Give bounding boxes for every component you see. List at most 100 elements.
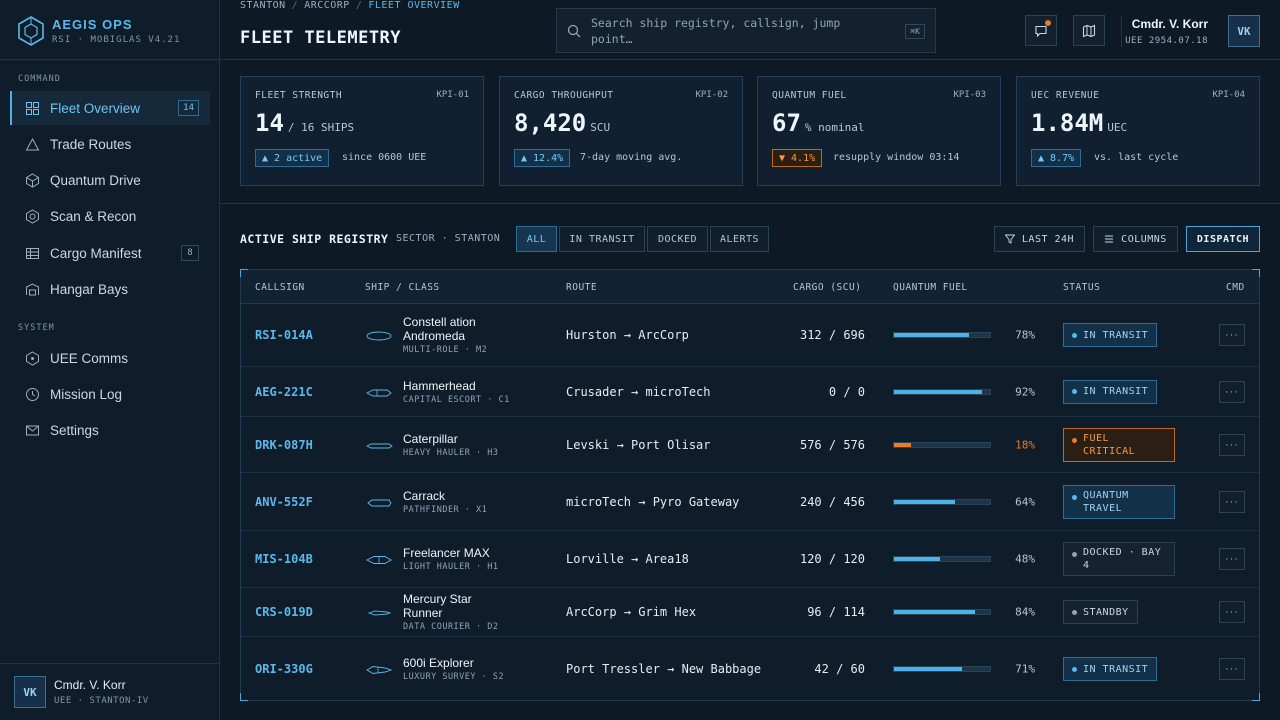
sidebar-item-trade-routes[interactable]: Trade Routes [10,127,210,161]
row-menu-button[interactable]: ··· [1219,433,1245,456]
callsign[interactable]: RSI-014A [255,328,313,342]
callsign[interactable]: ORI-330G [255,662,313,676]
sidebar-item-label: Hangar Bays [50,281,129,297]
column-header-fuel[interactable]: QUANTUM FUEL [893,282,968,293]
column-header-route[interactable]: ROUTE [566,282,598,293]
kpi-id: KPI-01 [436,90,469,100]
sidebar-item-cargo-manifest[interactable]: Cargo Manifest 8 [10,236,210,270]
row-menu-button[interactable]: ··· [1219,380,1245,403]
status-label: STANDBY [1083,606,1129,618]
kpi-label: FLEET STRENGTH [255,90,343,101]
tab-docked[interactable]: DOCKED [647,226,708,252]
kpi-card-uec-revenue[interactable]: UEC REVENUE KPI-04 1.84M UEC ▲ 8.7% vs. l… [1016,76,1260,186]
status-dot [1072,609,1077,615]
dispatch-button[interactable]: DISPATCH [1186,226,1260,252]
notification-dot [1045,20,1051,26]
kpi-delta: ▼ 4.1% [772,149,823,167]
ship-class: CAPITAL ESCORT · C1 [403,394,510,405]
sidebar-item-mission-log[interactable]: Mission Log [10,377,210,411]
status-dot [1072,389,1077,394]
column-header-ship[interactable]: SHIP / CLASS [365,282,440,293]
table-row[interactable]: ANV-552F Carrack PATHFINDER · X1 microTech … [241,473,1259,531]
kpi-card-fleet-strength[interactable]: FLEET STRENGTH KPI-01 14/ 16 SHIPS ▲ 2 a… [240,76,484,186]
ship-silhouette-icon [365,553,393,565]
route: Hurston → ArcCorp [566,328,689,342]
shortcut-hint: ⌘K [905,24,925,39]
search-placeholder: Search ship registry, callsign, jump poi… [591,15,841,46]
fuel-bar [893,609,991,615]
column-header-callsign[interactable]: CALLSIGN [255,282,305,293]
sidebar-user-card[interactable]: VK Cmdr. V. Korr UEE · STANTON-IV [0,663,219,720]
status-dot [1072,666,1077,672]
ship-info: Carrack PATHFINDER · X1 [403,489,513,515]
corner-bracket [1252,693,1260,701]
breadcrumb: STANTON / ARCCORP / FLEET OVERVIEW [240,0,460,11]
callsign[interactable]: ANV-552F [255,494,313,509]
avatar[interactable]: VK [1228,15,1260,47]
table-row[interactable]: AEG-221C Hammerhead CAPITAL ESCORT · C1 Cru… [241,367,1259,417]
row-menu-button[interactable]: ··· [1219,548,1245,570]
ship-info: Mercury Star Runner DATA COURIER · D2 [403,592,513,632]
fuel-percent: 64% [1015,495,1035,508]
ship-silhouette-icon [365,386,393,398]
callsign[interactable]: AEG-221C [255,384,313,399]
table-row[interactable]: MIS-104B Freelancer MAX LIGHT HAULER · H1 L… [241,531,1259,588]
sidebar-item-settings[interactable]: Settings [10,413,210,447]
kpi-unit: UEC [1107,121,1128,134]
sidebar-item-fleet-overview[interactable]: Fleet Overview 14 [10,91,210,125]
fuel-percent: 78% [1015,328,1035,342]
row-menu-button[interactable]: ··· [1219,601,1245,623]
columns-label: COLUMNS [1121,233,1167,245]
fuel-percent: 92% [1015,385,1035,398]
sidebar-item-scan-recon[interactable]: Scan & Recon [10,199,210,233]
callsign[interactable]: MIS-104B [255,552,313,566]
chat-icon [1035,25,1047,37]
header-user[interactable]: Cmdr. V. Korr UEE 2954.07.18 [1125,17,1208,46]
column-header-cargo[interactable]: CARGO (SCU) [793,282,862,293]
tab-all[interactable]: ALL [516,226,557,252]
status-dot [1072,552,1077,557]
table-row[interactable]: RSI-014A Constell ation Andromeda MULTI-RO… [241,304,1259,367]
columns-button[interactable]: COLUMNS [1093,226,1178,252]
notifications-button[interactable] [1025,15,1057,46]
search-icon [567,24,581,37]
callsign[interactable]: DRK-087H [255,437,313,452]
row-menu-button[interactable]: ··· [1219,658,1245,680]
callsign[interactable]: CRS-019D [255,605,313,619]
fuel-percent: 71% [1015,662,1035,676]
time-range-button[interactable]: LAST 24H [994,226,1085,252]
kpi-card-cargo-throughput[interactable]: CARGO THROUGHPUT KPI-02 8,420 SCU ▲ 12.4%… [499,76,743,186]
row-menu-button[interactable]: ··· [1219,324,1245,346]
count-badge: 8 [181,245,199,261]
breadcrumb-item[interactable]: ARCCORP [304,0,350,11]
kpi-note: since 0600 UEE [342,152,427,163]
status-badge: QUANTUM TRAVEL [1063,484,1175,519]
kpi-card-quantum-fuel[interactable]: QUANTUM FUEL KPI-03 67% nominal ▼ 4.1% r… [757,76,1001,186]
table-row[interactable]: DRK-087H Caterpillar HEAVY HAULER · H3 Levs… [241,417,1259,473]
column-header-status[interactable]: STATUS [1063,282,1101,293]
sidebar-item-hangar-bays[interactable]: Hangar Bays [10,272,210,306]
ship-name: Freelancer MAX [403,546,490,560]
kpi-note: vs. last cycle [1094,152,1179,163]
ship-registry-table: CALLSIGN SHIP / CLASS ROUTE CARGO (SCU) … [240,269,1260,701]
status-label: QUANTUM TRAVEL [1083,489,1129,514]
tab-alerts[interactable]: ALERTS [710,226,769,252]
sidebar-item-uee-comms[interactable]: UEE Comms [10,341,210,375]
sidebar-item-label: Trade Routes [50,136,132,152]
fuel-bar [893,498,991,505]
status-label: IN TRANSIT [1083,386,1149,397]
brand[interactable]: AEGIS OPS RSI · MOBIGLAS V4.21 [18,14,180,48]
sidebar-item-label: Quantum Drive [50,172,141,188]
row-menu-button[interactable]: ··· [1219,490,1245,513]
breadcrumb-item[interactable]: STANTON [240,0,286,11]
table-row[interactable]: ORI-330G 600i Explorer LUXURY SURVEY · S2 P… [241,637,1259,701]
map-button[interactable] [1073,15,1105,46]
sidebar-item-quantum-drive[interactable]: Quantum Drive [10,163,210,197]
tab-in-transit[interactable]: IN TRANSIT [559,226,645,252]
fuel-percent: 84% [1015,605,1035,619]
sidebar-item-label: Fleet Overview [50,100,141,116]
cube-icon [25,172,40,188]
search-input[interactable]: Search ship registry, callsign, jump poi… [556,8,936,53]
table-row[interactable]: CRS-019D Mercury Star Runner DATA COURIER … [241,588,1259,637]
route: ArcCorp → Grim Hex [566,605,697,619]
